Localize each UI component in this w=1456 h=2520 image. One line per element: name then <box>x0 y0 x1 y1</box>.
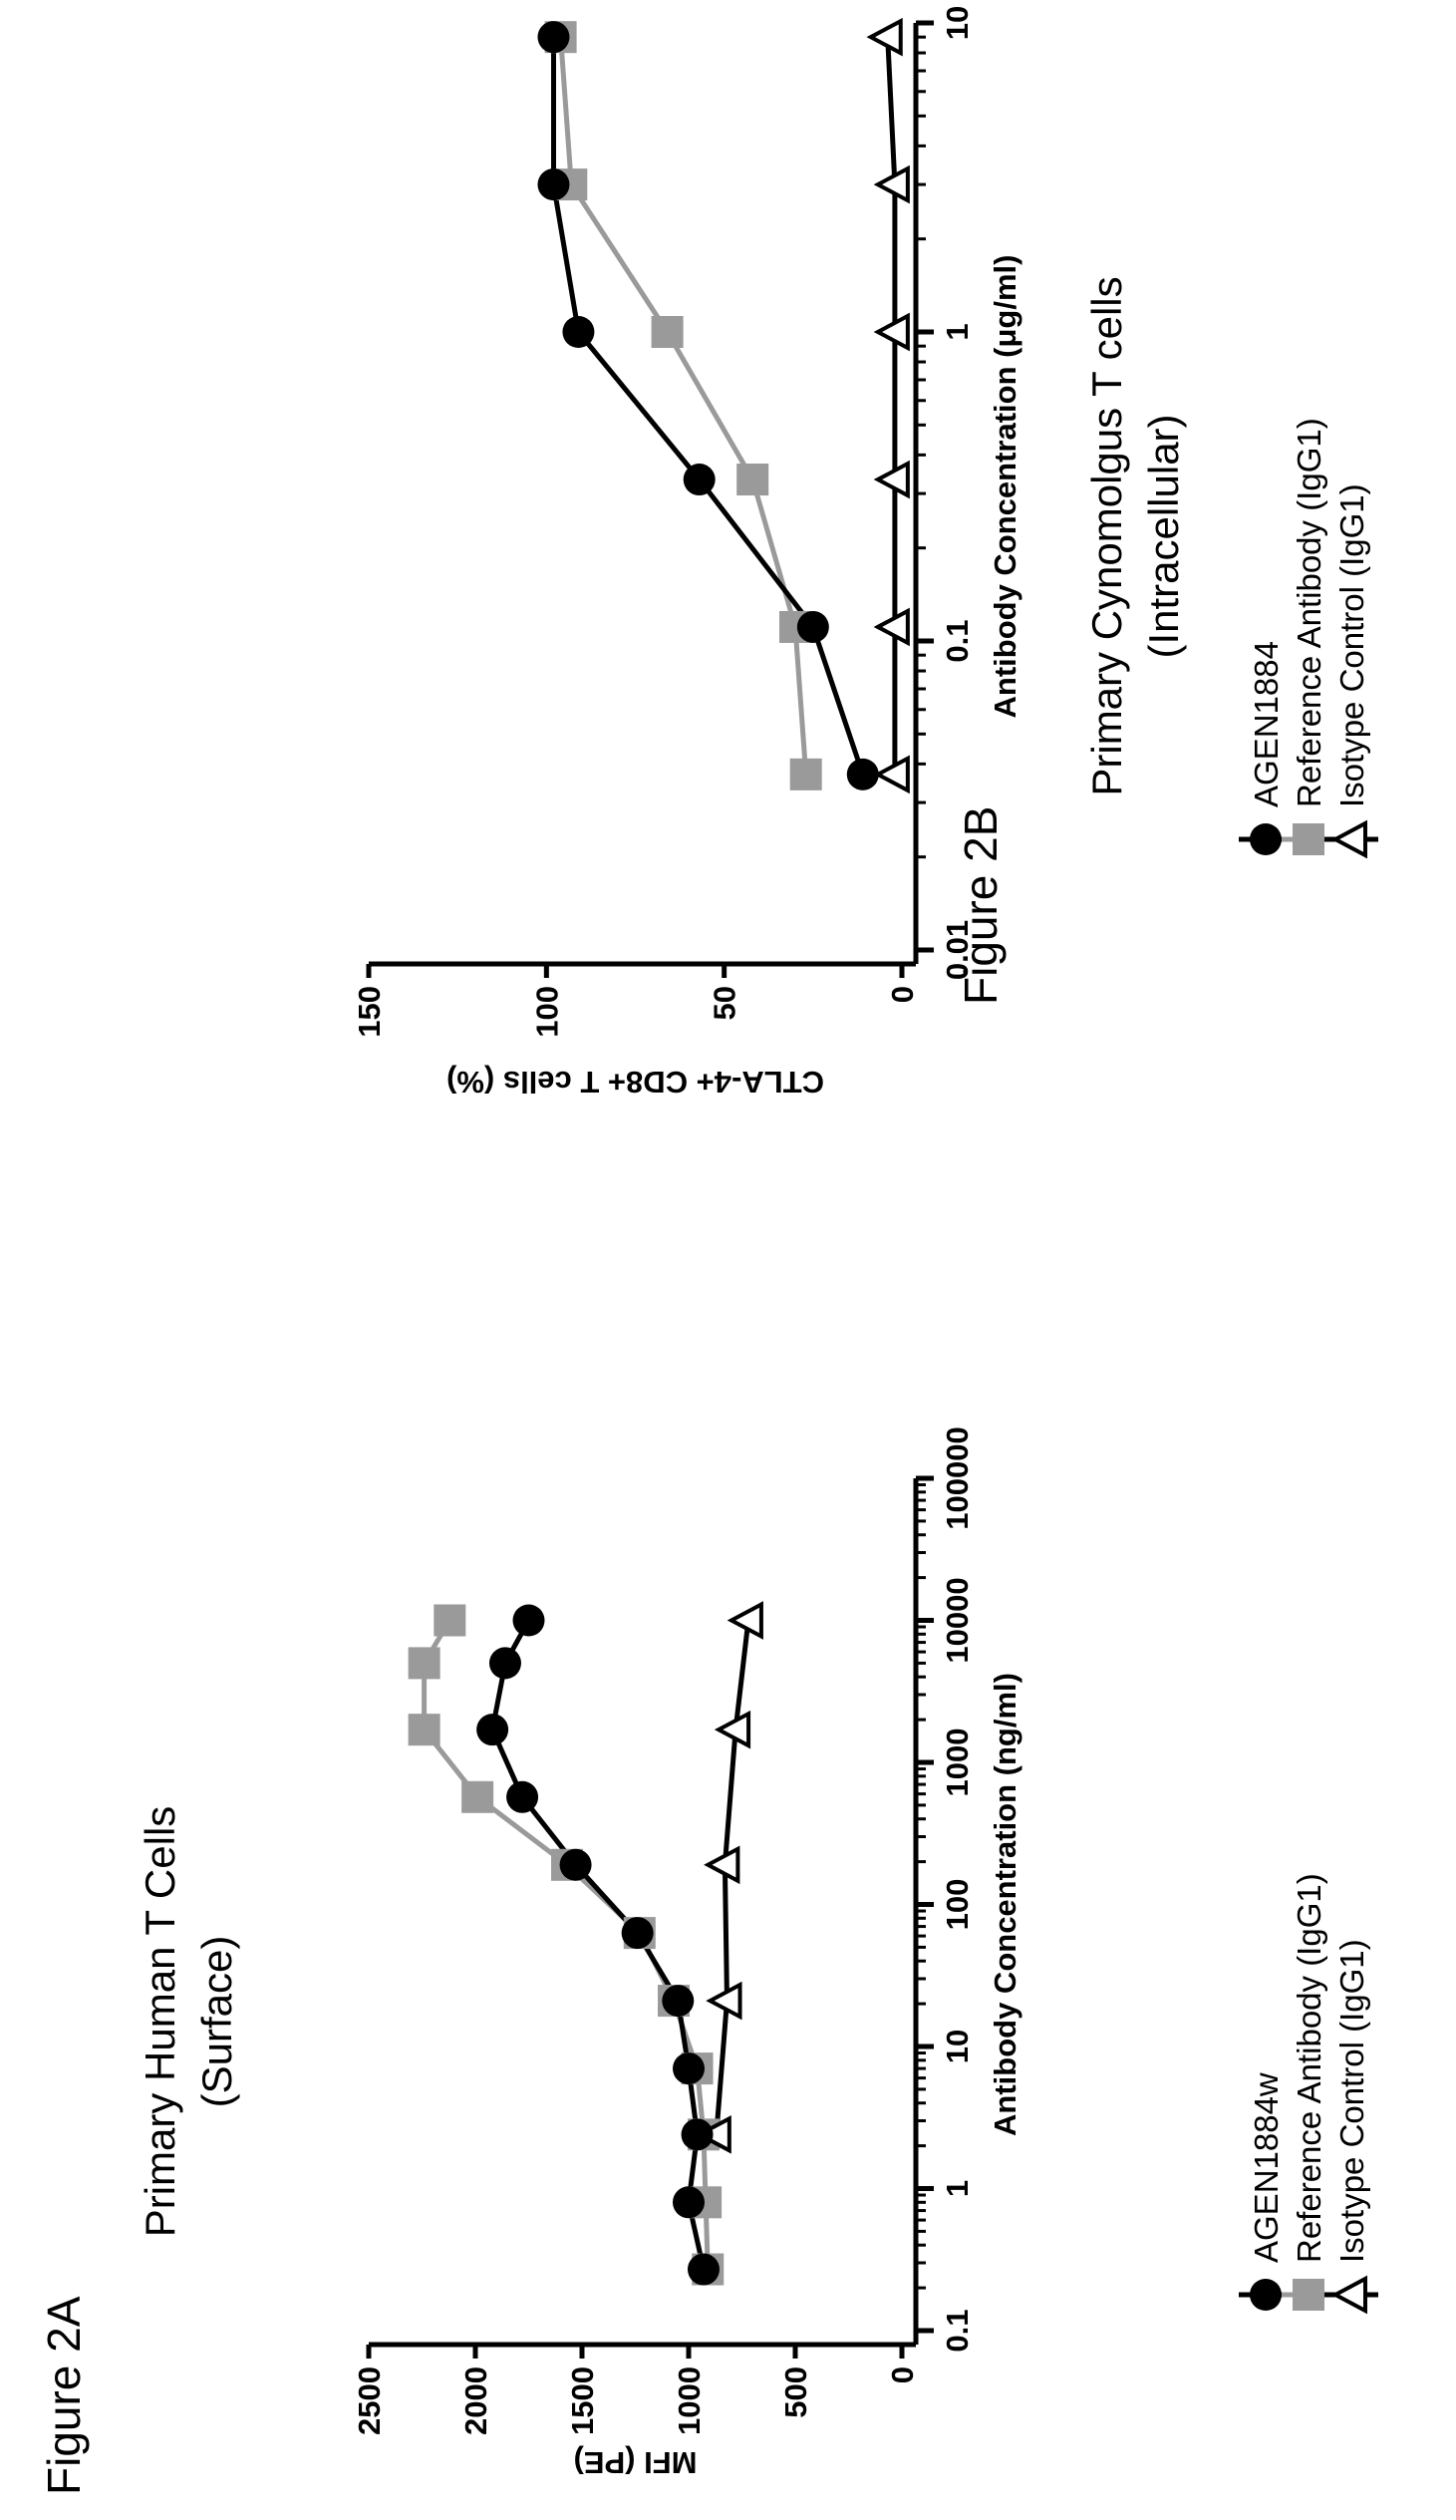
chart-2a-point-reference <box>434 1604 466 1637</box>
chart-2a-point-isotype <box>704 1845 740 1885</box>
legend-2b-item-isotype: Isotype Control (IgG1) <box>1324 483 1378 859</box>
chart-2a-point-agen <box>662 1985 695 2018</box>
chart-2b-x-tick-label: 0.01 <box>940 920 975 980</box>
chart-2b-y-tick-label: 100 <box>529 986 564 1038</box>
chart-2b-point-agen <box>846 758 879 790</box>
chart-2b-point-agen <box>683 464 716 496</box>
figure-2a-title-line1: Primary Human T Cells <box>137 1806 183 2238</box>
chart-2a-y-tick-label: 2500 <box>352 2366 387 2435</box>
legend-2b-reference-marker <box>1293 823 1324 855</box>
legend-2a-item-isotype: Isotype Control (IgG1) <box>1324 1939 1378 2315</box>
figure-2a-label: Figure 2A <box>38 2296 90 2495</box>
legend-2b-item-reference: Reference Antibody (IgG1) <box>1282 418 1335 855</box>
chart-2a-point-reference <box>408 1714 440 1746</box>
legend-2a-reference-label: Reference Antibody (IgG1) <box>1291 1873 1327 2263</box>
legend-2b-agen-label: AGEN1884 <box>1248 641 1285 807</box>
figure-2b-title-line1: Primary Cynomolgus T cells <box>1083 276 1130 795</box>
legend-2a-agen-label: AGEN1884w <box>1248 2072 1285 2263</box>
legend-2b-reference-label: Reference Antibody (IgG1) <box>1291 418 1327 807</box>
chart-2b-x-tick-label: 10 <box>940 6 975 40</box>
chart-2b-point-agen <box>562 316 595 348</box>
chart-2b-series-line-triangle <box>885 37 898 775</box>
chart-2b-series-line-square <box>558 37 809 776</box>
chart-2a-point-agen <box>559 1848 592 1881</box>
chart-2a-point-reference <box>461 1780 494 1813</box>
figure-2b-title-line2: (Intracellular) <box>1140 414 1187 658</box>
chart-2a-point-agen <box>681 2118 714 2151</box>
chart-2a-point-agen <box>512 1604 545 1637</box>
chart-2a-x-tick-label: 100000 <box>940 1426 975 1529</box>
chart-2a-x-tick-label: 10 <box>940 2030 975 2063</box>
chart-2b-point-agen <box>796 610 829 643</box>
rotated-figure-group: Figure 2A Primary Human T Cells (Surface… <box>38 6 1378 2495</box>
legend-2a-reference-marker <box>1293 2279 1324 2311</box>
chart-2b-point-isotype <box>873 312 910 352</box>
chart-2a-point-reference <box>408 1647 440 1680</box>
chart-2a-x-tick-label: 10000 <box>940 1577 975 1663</box>
chart-2b-series-line-circle <box>551 37 866 776</box>
chart-2a-y-tick-label: 2000 <box>458 2366 493 2435</box>
chart-2b: 0 50 100 150 0.01 0.1 1 10 Antibody Concentratio… <box>352 6 1022 1100</box>
chart-2b-point-isotype <box>873 460 910 499</box>
chart-2a-y-tick-label: 1500 <box>565 2366 600 2435</box>
legend-2a-item-agen: AGEN1884w <box>1239 2072 1293 2311</box>
chart-2a-point-isotype <box>714 1710 751 1749</box>
chart-2a-point-agen <box>673 2052 705 2085</box>
legend-2a-item-reference: Reference Antibody (IgG1) <box>1282 1873 1335 2311</box>
chart-2b-y-tick-label: 0 <box>885 986 920 1003</box>
chart-2b-point-agen <box>537 168 570 201</box>
legend-2b-isotype-label: Isotype Control (IgG1) <box>1333 483 1370 807</box>
legend-2b-item-agen: AGEN1884 <box>1239 641 1293 855</box>
legend-2b: AGEN1884 Reference Antibody (IgG1) Isoty… <box>1239 418 1378 859</box>
chart-2a-series-line-circle <box>489 1619 707 2271</box>
legend-2a: AGEN1884w Reference Antibody (IgG1) Isot… <box>1239 1873 1378 2315</box>
chart-2a-x-tick-label: 100 <box>940 1879 975 1931</box>
chart-2b-y-tick-label: 50 <box>708 986 742 1020</box>
chart-2b-point-agen <box>537 21 570 54</box>
chart-2b-point-reference <box>651 316 684 348</box>
chart-2b-x-tick-label: 1 <box>940 323 975 340</box>
chart-2b-x-tick-label: 0.1 <box>940 619 975 662</box>
chart-2a-point-agen <box>506 1780 539 1813</box>
chart-2b-x-axis-title: Antibody Concentration (μg/ml) <box>988 255 1022 719</box>
chart-2b-point-isotype <box>873 164 910 204</box>
chart-2a-point-isotype <box>706 1981 742 2021</box>
legend-2b-agen-marker <box>1250 823 1282 855</box>
chart-2b-point-isotype <box>866 17 903 57</box>
legend-2b-isotype-marker <box>1330 819 1367 859</box>
chart-2b-point-isotype <box>873 607 910 647</box>
chart-2a-point-agen <box>488 1647 521 1680</box>
chart-2a-point-agen <box>687 2253 720 2286</box>
chart-2a-point-isotype <box>727 1601 763 1640</box>
figure-2b-label: Figure 2B <box>955 806 1007 1005</box>
legend-2a-isotype-marker <box>1330 2275 1367 2315</box>
chart-2b-y-axis-title: CTLA-4+ CD8+ T cells (%) <box>446 1065 824 1100</box>
chart-2a-x-tick-label: 1 <box>940 2180 975 2197</box>
chart-2a-y-tick-label: 1000 <box>672 2366 707 2435</box>
chart-2a-y-tick-label: 0 <box>885 2366 920 2383</box>
chart-2a-x-tick-label: 0.1 <box>940 2309 975 2352</box>
chart-2a-point-agen <box>476 1714 509 1746</box>
chart-2b-y-tick-label: 150 <box>352 986 387 1038</box>
chart-2b-point-reference <box>736 464 769 496</box>
legend-2a-agen-marker <box>1250 2279 1282 2311</box>
chart-2a-point-isotype <box>695 2114 731 2154</box>
chart-2a-y-tick-label: 500 <box>778 2366 813 2418</box>
chart-2a-point-agen <box>673 2186 705 2219</box>
chart-2a-series-line-square <box>422 1619 711 2270</box>
chart-2a-x-tick-label: 1000 <box>940 1729 975 1797</box>
legend-2a-isotype-label: Isotype Control (IgG1) <box>1333 1939 1370 2263</box>
chart-2a-y-axis-title: MFI (PE) <box>574 2445 698 2480</box>
chart-2a-x-axis-title: Antibody Concentration (ng/ml) <box>988 1673 1022 2136</box>
chart-2b-point-reference <box>789 758 822 790</box>
chart-2a-point-agen <box>621 1917 654 1950</box>
chart-2b-point-isotype <box>873 755 910 794</box>
figure-2a-title-line2: (Surface) <box>193 1936 240 2108</box>
chart-2a: 0 500 1000 1500 2000 2500 0.1 1 10 100 1000 10000 10… <box>352 1426 1022 2480</box>
